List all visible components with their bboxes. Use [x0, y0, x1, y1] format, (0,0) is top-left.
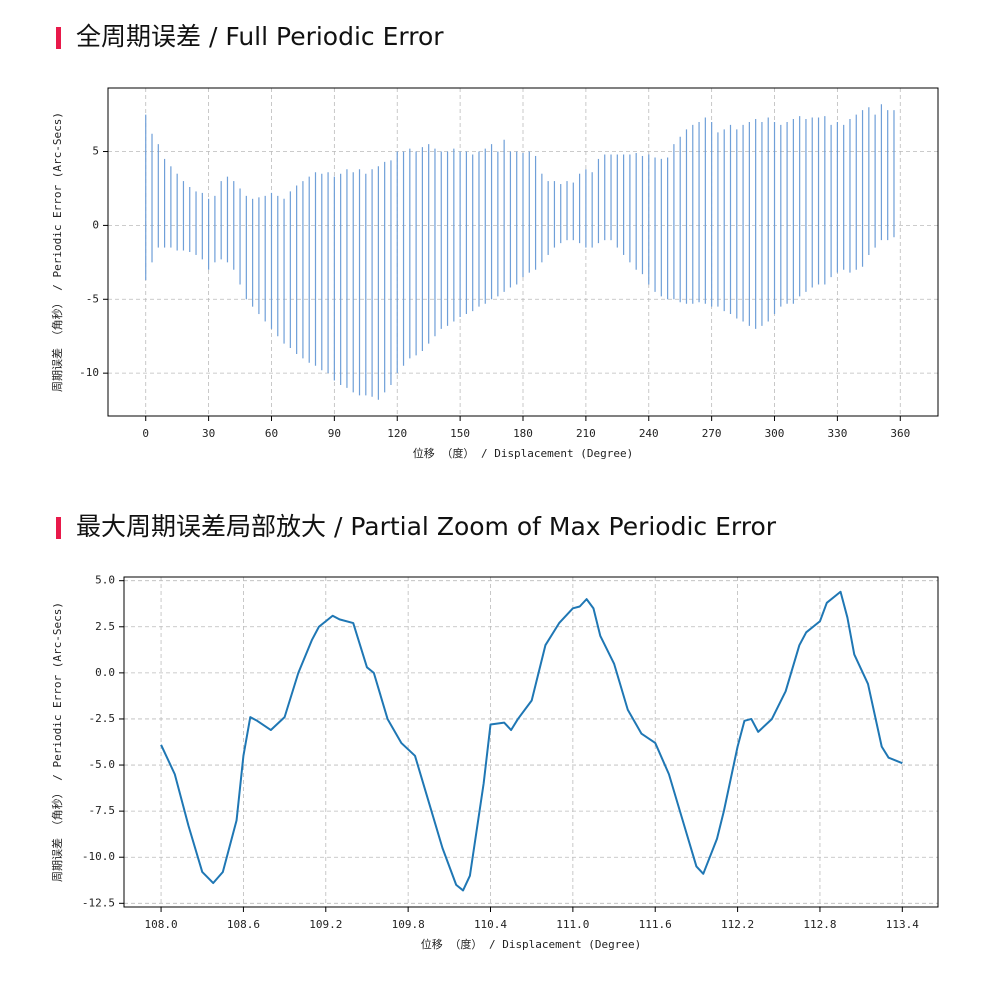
title-marker	[56, 27, 61, 49]
x-axis-label: 位移 （度） / Displacement (Degree)	[413, 446, 634, 460]
x-tick-label: 210	[576, 427, 596, 440]
y-tick-label: 0	[92, 218, 99, 231]
x-tick-label: 90	[328, 427, 341, 440]
chart-title: 全周期误差 / Full Periodic Error	[76, 22, 444, 51]
x-tick-label: 109.2	[309, 918, 342, 931]
x-tick-label: 360	[890, 427, 910, 440]
y-tick-label: -5	[86, 292, 99, 305]
y-tick-label: -7.5	[89, 804, 116, 817]
y-tick-label: -10.0	[82, 850, 115, 863]
title-marker	[56, 517, 61, 539]
y-axis-label: 周期误差 （角秒） / Periodic Error (Arc-Secs)	[50, 112, 64, 392]
x-tick-label: 113.4	[886, 918, 919, 931]
y-axis-label: 周期误差 （角秒） / Periodic Error (Arc-Secs)	[50, 602, 64, 882]
y-tick-label: -12.5	[82, 896, 115, 909]
x-tick-label: 112.8	[803, 918, 836, 931]
x-tick-label: 180	[513, 427, 533, 440]
chart-title: 最大周期误差局部放大 / Partial Zoom of Max Periodi…	[76, 512, 777, 541]
x-tick-label: 111.6	[639, 918, 672, 931]
x-tick-label: 108.6	[227, 918, 260, 931]
plot-frame	[107, 87, 939, 417]
y-tick-label: -2.5	[89, 712, 116, 725]
x-axis-label: 位移 （度） / Displacement (Degree)	[421, 937, 642, 951]
x-tick-label: 109.8	[392, 918, 425, 931]
x-tick-label: 150	[450, 427, 470, 440]
plot-frame	[123, 576, 939, 908]
x-tick-label: 330	[827, 427, 847, 440]
y-tick-label: 5.0	[95, 574, 115, 587]
x-tick-label: 111.0	[556, 918, 589, 931]
x-tick-label: 300	[765, 427, 785, 440]
x-tick-label: 110.4	[474, 918, 507, 931]
x-tick-label: 0	[142, 427, 149, 440]
y-tick-label: 5	[92, 145, 99, 158]
x-tick-label: 60	[265, 427, 278, 440]
y-tick-label: 0.0	[95, 666, 115, 679]
x-tick-label: 108.0	[144, 918, 177, 931]
x-tick-label: 270	[702, 427, 722, 440]
line	[160, 590, 903, 892]
y-tick-label: -10	[79, 366, 99, 379]
x-tick-label: 240	[639, 427, 659, 440]
x-tick-label: 112.2	[721, 918, 754, 931]
y-tick-label: -5.0	[89, 758, 116, 771]
y-tick-label: 2.5	[95, 620, 115, 633]
x-tick-label: 30	[202, 427, 215, 440]
x-tick-label: 120	[387, 427, 407, 440]
